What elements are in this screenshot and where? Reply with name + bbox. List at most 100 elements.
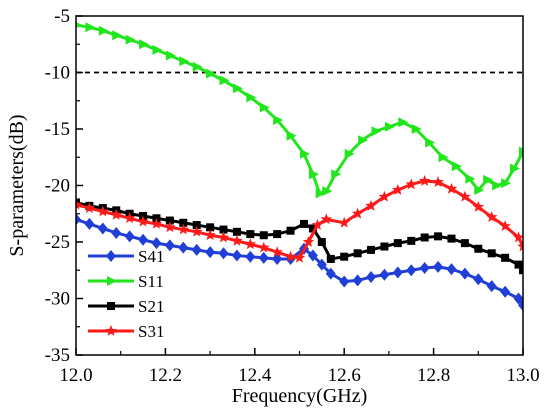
- data-point: [192, 221, 201, 230]
- data-point: [246, 92, 257, 103]
- data-point: [425, 137, 436, 148]
- data-point: [460, 239, 469, 248]
- data-point: [487, 249, 496, 258]
- data-point: [392, 266, 403, 279]
- data-point: [519, 266, 523, 275]
- data-point: [465, 173, 476, 184]
- data-point: [459, 267, 470, 280]
- legend-item-s31: S31: [88, 322, 164, 341]
- data-point: [510, 163, 521, 174]
- y-axis-label: S-parameters(dB): [6, 114, 28, 256]
- legend-item-s21: S21: [88, 297, 164, 316]
- data-point: [419, 261, 430, 274]
- legend-label: S41: [138, 247, 164, 266]
- data-point: [325, 267, 336, 280]
- data-point: [97, 222, 108, 235]
- axis-ticks: 12.0 12.2 12.4 12.6 12.8 13.0 -5 -10 -15 -20 -25 -3…: [45, 6, 540, 386]
- data-point: [486, 280, 497, 293]
- data-point: [97, 205, 109, 217]
- data-point: [204, 229, 216, 241]
- data-point: [219, 75, 230, 86]
- data-point: [259, 231, 268, 240]
- data-point: [231, 249, 242, 262]
- data-point: [322, 186, 333, 197]
- data-point: [366, 271, 377, 284]
- data-point: [358, 135, 369, 146]
- data-point: [76, 198, 80, 207]
- data-point: [112, 30, 123, 41]
- data-point: [84, 217, 95, 230]
- data-point: [139, 39, 150, 50]
- data-point: [98, 25, 109, 36]
- data-point: [150, 217, 163, 229]
- series-s11: [76, 22, 523, 199]
- data-point: [205, 246, 216, 259]
- data-point: [472, 200, 485, 212]
- y-tick-label: -30: [45, 289, 70, 310]
- data-point: [406, 264, 417, 277]
- data-point: [106, 250, 116, 262]
- data-point: [500, 285, 511, 298]
- data-point: [177, 223, 189, 235]
- data-point: [244, 238, 257, 250]
- data-point: [331, 169, 342, 180]
- data-point: [501, 178, 512, 189]
- data-point: [492, 180, 503, 191]
- data-point: [165, 50, 176, 61]
- data-point: [513, 292, 523, 305]
- legend: S41 S11 S21 S31: [88, 247, 164, 341]
- data-point: [308, 169, 319, 180]
- data-point: [76, 22, 82, 29]
- data-point: [125, 34, 136, 45]
- x-tick-label: 12.4: [238, 365, 272, 386]
- x-tick-label: 12.6: [328, 365, 361, 386]
- data-point: [438, 152, 449, 163]
- data-point: [164, 221, 176, 233]
- data-point: [123, 212, 136, 224]
- x-tick-label: 12.8: [417, 365, 450, 386]
- data-point: [445, 182, 458, 194]
- data-point: [218, 247, 229, 260]
- data-point: [76, 213, 81, 226]
- data-point: [124, 230, 135, 243]
- data-point: [398, 117, 409, 128]
- data-point: [179, 218, 188, 227]
- data-point: [474, 244, 483, 253]
- data-point: [165, 216, 174, 225]
- data-point: [272, 252, 283, 265]
- data-point: [152, 44, 163, 55]
- data-point: [367, 245, 376, 254]
- data-point: [519, 146, 523, 157]
- data-point: [76, 198, 82, 210]
- data-point: [258, 251, 269, 264]
- data-point: [353, 249, 362, 258]
- y-tick-label: -35: [45, 345, 70, 366]
- data-point: [231, 234, 243, 246]
- data-point: [284, 250, 297, 262]
- data-point: [232, 83, 243, 94]
- data-point: [432, 176, 444, 187]
- data-point: [246, 230, 255, 239]
- data-point: [217, 231, 230, 243]
- data-point: [371, 126, 382, 137]
- series-s31: [76, 174, 523, 263]
- data-point: [137, 215, 149, 227]
- data-point: [105, 325, 117, 336]
- data-point: [433, 260, 444, 273]
- data-point: [315, 188, 326, 199]
- x-tick-label: 12.2: [149, 365, 182, 386]
- data-point: [317, 238, 326, 246]
- data-point: [420, 233, 429, 242]
- data-point: [514, 260, 523, 269]
- y-tick-label: -15: [45, 119, 70, 140]
- data-point: [83, 202, 96, 213]
- data-point: [299, 219, 308, 228]
- data-point: [434, 232, 443, 241]
- data-point: [344, 148, 355, 159]
- data-point: [107, 302, 115, 310]
- data-point: [316, 258, 327, 271]
- data-point: [407, 236, 416, 245]
- data-point: [473, 273, 484, 286]
- data-point: [418, 174, 431, 186]
